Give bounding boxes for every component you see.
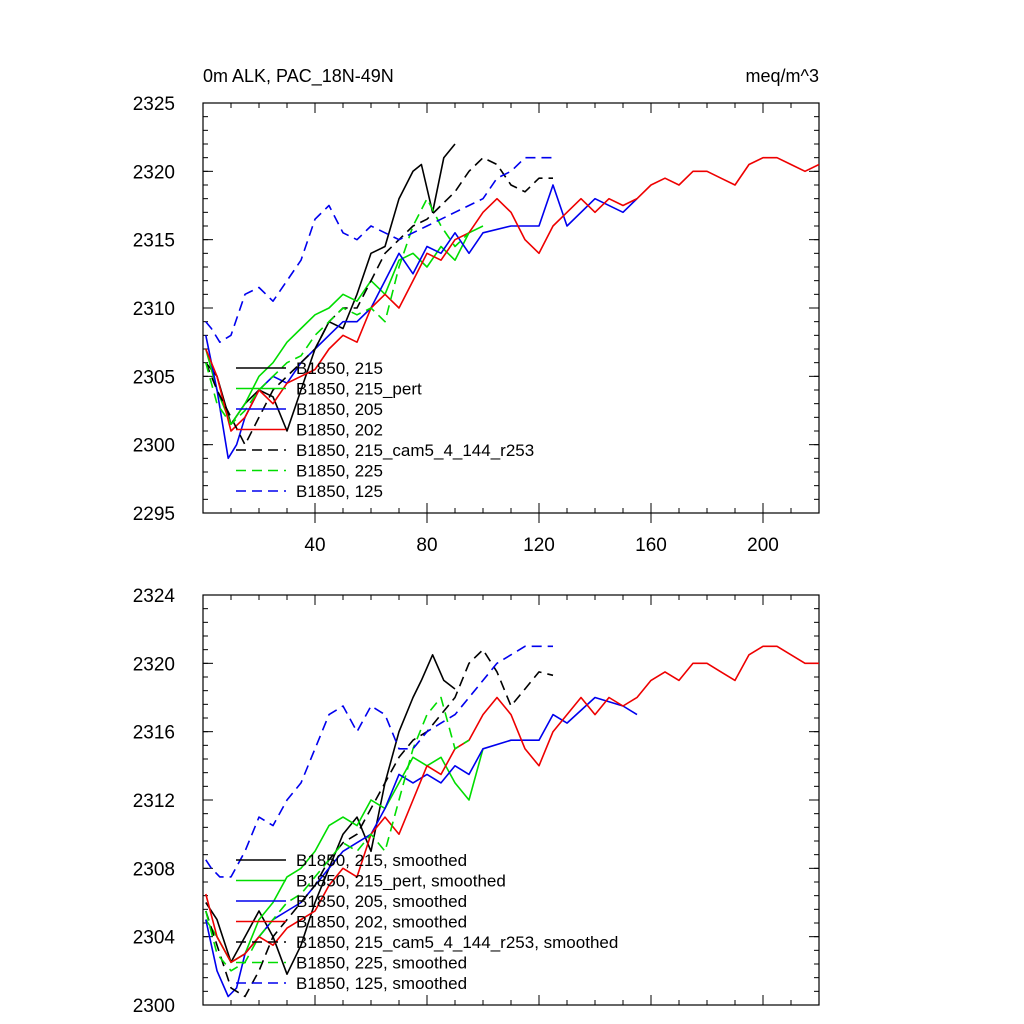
y-tick-label: 2325 [133, 94, 175, 115]
y-tick-label: 2316 [133, 723, 175, 744]
legend-label: B1850, 215 [296, 359, 383, 378]
units-label: meq/m^3 [746, 66, 819, 86]
x-tick-label: 80 [416, 535, 437, 556]
y-tick-label: 2295 [133, 504, 175, 525]
series-line-b1850-225 [205, 197, 470, 426]
bottom-panel-smoothed: 2300 2304 2308 2312 2316 2320 2324 B1850, 215,… [133, 586, 820, 1017]
series-line-b1850-125 [205, 156, 553, 344]
axis-ticks: 40 80 120 160 200 2295 2300 2305 2310 2315 2320 232… [133, 94, 819, 556]
y-tick-label: 2315 [133, 231, 175, 252]
legend-label: B1850, 205 [296, 400, 383, 419]
x-tick-label: 200 [747, 535, 779, 556]
x-tick-label: 120 [523, 535, 555, 556]
y-tick-label: 2320 [133, 654, 175, 675]
y-tick-label: 2305 [133, 367, 175, 388]
x-tick-label: 160 [635, 535, 667, 556]
legend-label: B1850, 202 [296, 421, 383, 440]
legend-label: B1850, 125 [296, 482, 383, 501]
y-tick-label: 2300 [133, 996, 175, 1017]
series-line-b1850-202-smoothed [205, 645, 819, 964]
legend-label: B1850, 205, smoothed [296, 892, 467, 911]
y-tick-label: 2308 [133, 859, 175, 880]
top-panel-alkalinity: 0m ALK, PAC_18N-49N meq/m^3 40 80 120 160 20… [133, 66, 820, 556]
legend-label: B1850, 202, smoothed [296, 913, 467, 932]
legend-label: B1850, 215, smoothed [296, 851, 467, 870]
y-tick-label: 2304 [133, 928, 176, 949]
y-tick-label: 2310 [133, 299, 175, 320]
legend-label: B1850, 215_cam5_4_144_r253 [296, 441, 534, 460]
legend-label: B1850, 225, smoothed [296, 954, 467, 973]
legend-label: B1850, 215_pert [296, 380, 422, 399]
series-line-b1850-215-cam5-4-144-r253 [205, 156, 553, 446]
series-line-b1850-215-pert [205, 225, 484, 426]
y-tick-label: 2324 [133, 586, 176, 607]
series-line-b1850-225-smoothed [205, 696, 470, 972]
legend-label: B1850, 215_cam5_4_144_r253, smoothed [296, 933, 618, 952]
y-tick-label: 2320 [133, 162, 175, 183]
y-tick-label: 2312 [133, 791, 175, 812]
axis-ticks: 2300 2304 2308 2312 2316 2320 2324 [133, 586, 819, 1017]
x-tick-label: 40 [304, 535, 325, 556]
series-line-b1850-205 [205, 184, 638, 460]
legend-label: B1850, 225 [296, 462, 383, 481]
legend-label: B1850, 125, smoothed [296, 974, 467, 993]
legend-label: B1850, 215_pert, smoothed [296, 872, 506, 891]
series-line-b1850-215-cam5-4-144-r253-smoothed [205, 648, 554, 998]
legend: B1850, 215, smoothed B1850, 215_pert, smo… [236, 851, 618, 993]
chart-title: 0m ALK, PAC_18N-49N [203, 66, 394, 87]
y-tick-label: 2300 [133, 436, 175, 457]
series-line-b1850-215 [205, 143, 456, 432]
series-line-b1850-125-smoothed [205, 645, 553, 878]
series-lines [205, 143, 820, 460]
series-line-b1850-202 [205, 156, 820, 432]
series-line-b1850-215-pert-smoothed [205, 748, 484, 964]
series-lines [205, 645, 819, 998]
